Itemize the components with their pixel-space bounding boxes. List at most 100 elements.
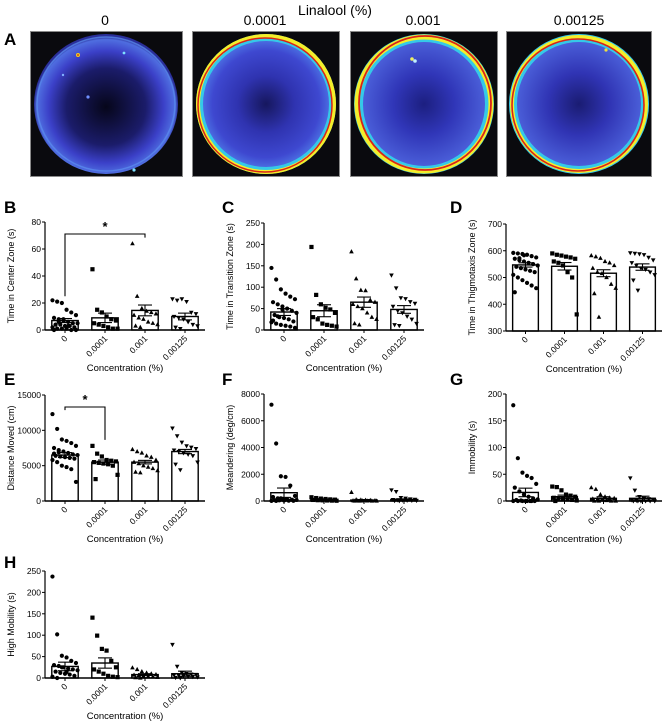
data-point-circle [535,263,540,268]
data-point-triangle-down [632,488,638,493]
data-point-circle [532,270,537,275]
data-point-triangle-down [635,288,641,293]
data-point-square [95,633,100,638]
data-point-square [91,667,97,672]
y-tick-label: 300 [488,326,502,336]
bar-group [130,446,160,502]
data-point-square [550,484,555,489]
panel-letter-d: D [450,198,463,217]
data-point-square [310,497,316,503]
data-point-circle [59,665,64,670]
data-point-circle [59,300,64,306]
data-point-triangle-up [133,323,138,328]
data-point-circle [280,304,285,309]
data-point-circle [521,253,527,258]
data-point-square [315,317,320,322]
data-point-triangle-up [607,495,612,500]
data-point-square [568,255,573,260]
heatmap-image-3 [506,31,652,177]
data-point-circle [529,475,534,481]
data-point-triangle-down [188,672,194,677]
data-point-square [314,495,319,501]
data-point-triangle-down [190,322,196,328]
data-point-triangle-up [611,495,617,501]
data-point-circle [524,473,530,478]
y-tick-label: 10000 [17,425,41,435]
data-point-circle [50,457,55,463]
data-point-circle [75,321,80,326]
data-point-triangle-down [398,296,404,301]
data-point-triangle-down [179,440,185,445]
data-point-square [109,458,114,463]
x-tick-label: 0.001 [127,681,149,703]
data-point-triangle-up [155,468,160,473]
data-point-triangle-down [170,426,175,431]
data-point-triangle-up [358,287,364,292]
data-point-square [113,318,119,323]
y-tick-label: 150 [27,609,41,619]
data-point-circle [51,663,57,668]
arena-heatmap-icon [354,34,494,174]
data-point-square [573,256,578,261]
heatmap-label-1: 0.0001 [243,12,287,28]
data-point-triangle-up [139,669,145,674]
bar-group [90,615,120,680]
data-point-square [115,326,120,331]
data-point-triangle-up [352,321,357,326]
data-point-triangle-down [193,447,199,452]
data-point-square [101,461,106,466]
data-point-triangle-down [404,314,410,319]
heatmap-label-3: 0.00125 [553,12,605,28]
data-point-triangle-down [193,672,199,678]
data-point-triangle-up [598,255,603,260]
y-axis-label: Time in Transition Zone (s) [225,223,235,330]
x-tick-label: 0 [59,681,70,692]
data-point-triangle-down [176,316,182,321]
data-point-square [570,497,575,503]
data-point-circle [59,653,64,658]
data-point-triangle-down [407,300,413,305]
data-point-triangle-up [153,311,159,316]
data-point-circle [274,277,279,282]
data-point-triangle-up [374,316,379,321]
data-point-square [565,497,570,502]
data-point-circle [529,254,534,259]
data-point-triangle-down [177,468,183,473]
data-point-triangle-down [176,449,182,455]
data-point-triangle-down [171,314,177,320]
data-point-circle [69,467,74,472]
data-point-triangle-up [153,672,159,677]
data-point-square [96,322,101,327]
data-point-circle [53,669,58,674]
data-point-square [91,321,97,326]
data-point-square [563,254,569,259]
data-point-circle [55,460,60,465]
data-point-circle [278,287,283,292]
data-point-circle [511,403,516,408]
data-point-triangle-down [647,270,653,275]
data-point-square [99,454,104,459]
data-point-circle [534,481,539,486]
data-point-circle [59,463,64,468]
data-point-triangle-down [627,251,633,256]
bar-group [627,251,658,332]
x-tick-label: 0 [278,504,289,515]
data-point-circle [275,302,280,307]
data-point-square [115,675,120,680]
data-point-circle [58,670,63,675]
data-point-square [314,292,319,298]
data-point-triangle-down [395,309,401,314]
data-point-triangle-up [367,297,373,302]
y-tick-label: 50 [251,304,261,314]
data-point-circle [289,308,294,313]
data-point-triangle-up [153,457,159,462]
y-tick-label: 150 [246,261,260,271]
data-point-triangle-up [602,258,608,264]
data-point-circle [534,255,539,260]
y-tick-label: 2000 [241,469,260,479]
data-point-circle [512,485,517,490]
data-point-triangle-down [188,445,194,450]
data-point-circle [283,291,288,296]
